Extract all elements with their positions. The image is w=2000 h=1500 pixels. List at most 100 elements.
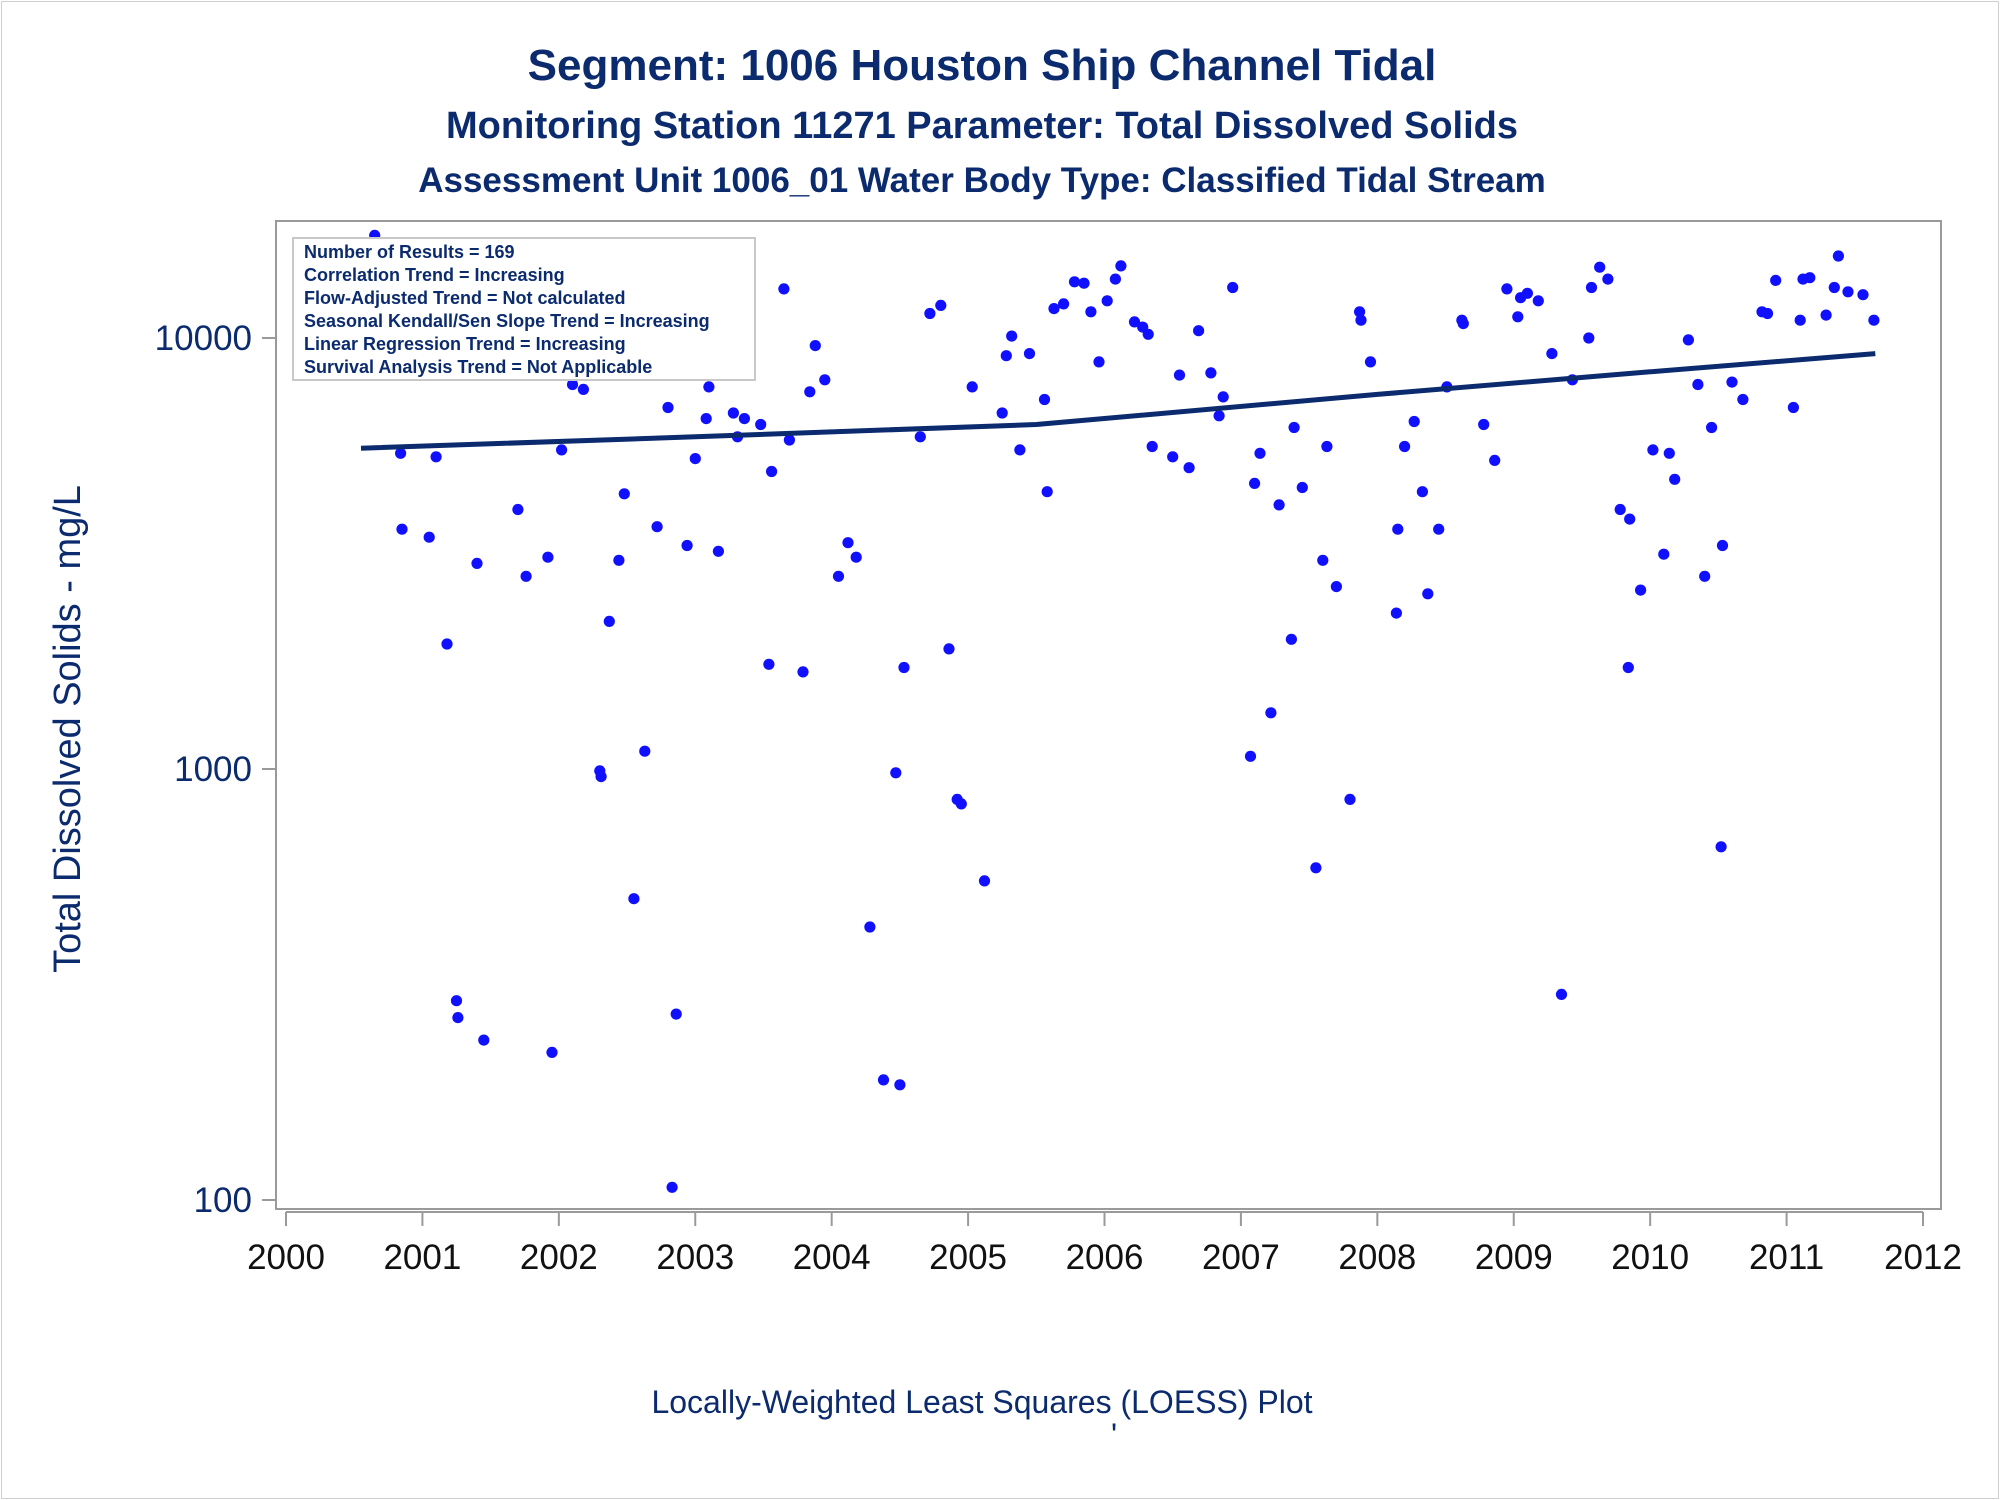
stats-box: Number of Results = 169 Correlation Trend… bbox=[292, 237, 756, 381]
data-point bbox=[1602, 273, 1614, 285]
stats-line: Linear Regression Trend = Increasing bbox=[304, 334, 626, 354]
data-point bbox=[1692, 378, 1704, 391]
data-point bbox=[1390, 607, 1402, 619]
data-point bbox=[1115, 260, 1127, 272]
data-point bbox=[1213, 410, 1225, 422]
data-point bbox=[1726, 376, 1738, 388]
data-point bbox=[1244, 750, 1257, 762]
stats-line: Survival Analysis Trend = Not Applicable bbox=[304, 357, 652, 377]
stats-line: Seasonal Kendall/Sen Slope Trend = Incre… bbox=[304, 311, 710, 331]
data-point bbox=[478, 1034, 490, 1046]
data-point bbox=[850, 551, 862, 563]
data-point bbox=[1128, 316, 1141, 328]
data-point bbox=[1682, 334, 1694, 346]
data-point bbox=[1457, 318, 1469, 330]
data-point bbox=[450, 995, 463, 1007]
data-point bbox=[546, 1046, 558, 1058]
data-point bbox=[1321, 440, 1333, 453]
data-point bbox=[1344, 793, 1356, 806]
x-tick-label: 2004 bbox=[793, 1238, 871, 1277]
data-point bbox=[1183, 462, 1195, 474]
data-point bbox=[1868, 314, 1880, 326]
data-point bbox=[512, 503, 524, 516]
data-point bbox=[1288, 421, 1300, 434]
x-tick-label: 2008 bbox=[1338, 1238, 1416, 1277]
data-point bbox=[1614, 503, 1626, 516]
data-point bbox=[1478, 418, 1490, 431]
data-point bbox=[1058, 298, 1070, 310]
data-point bbox=[727, 407, 740, 419]
data-point bbox=[1078, 277, 1090, 289]
data-point bbox=[1422, 588, 1434, 600]
footnote-mark: ' bbox=[1111, 1417, 1117, 1453]
x-tick-label: 2012 bbox=[1884, 1238, 1962, 1277]
data-point bbox=[618, 488, 630, 500]
data-point bbox=[1217, 391, 1229, 403]
data-point bbox=[1265, 707, 1277, 719]
data-point bbox=[894, 1079, 906, 1091]
data-point bbox=[778, 283, 790, 295]
data-point bbox=[613, 554, 625, 566]
x-axis: 2000 2001 2002 2003 2004 2005 2006 2007 2008 2009… bbox=[247, 1211, 1962, 1277]
chart-subtitle-2: Assessment Unit 1006_01 Water Body Type:… bbox=[418, 161, 1546, 200]
data-point bbox=[1737, 393, 1749, 406]
data-point bbox=[1416, 486, 1428, 498]
data-point bbox=[1408, 415, 1420, 428]
data-point bbox=[877, 1074, 890, 1086]
data-point bbox=[1041, 486, 1053, 498]
data-point bbox=[755, 418, 767, 431]
x-tick-label: 2000 bbox=[247, 1238, 325, 1277]
data-point bbox=[662, 401, 674, 414]
data-point bbox=[1433, 523, 1445, 535]
data-point bbox=[1583, 332, 1595, 344]
data-point bbox=[1093, 356, 1105, 368]
data-point bbox=[712, 545, 725, 557]
data-point bbox=[1663, 447, 1675, 459]
data-point bbox=[1249, 477, 1261, 489]
stats-box-border bbox=[292, 237, 756, 381]
data-point bbox=[1354, 306, 1366, 318]
data-point bbox=[628, 893, 640, 905]
data-point bbox=[1227, 281, 1239, 294]
data-point bbox=[651, 521, 663, 533]
data-point bbox=[1555, 988, 1568, 1001]
data-point bbox=[914, 431, 926, 443]
data-point bbox=[395, 447, 407, 459]
chart-title: Segment: 1006 Houston Ship Channel Tidal bbox=[528, 41, 1437, 90]
data-point bbox=[1770, 274, 1782, 286]
data-point bbox=[1658, 548, 1670, 560]
x-tick-label: 2007 bbox=[1202, 1238, 1280, 1277]
data-point bbox=[566, 378, 579, 391]
data-point bbox=[1622, 661, 1634, 674]
data-point bbox=[1512, 311, 1524, 323]
data-point bbox=[766, 465, 778, 478]
data-point bbox=[666, 1181, 678, 1193]
data-point bbox=[700, 413, 712, 425]
data-point bbox=[1142, 328, 1154, 340]
data-point bbox=[1521, 287, 1533, 299]
data-point bbox=[441, 638, 453, 650]
y-axis-title: Total Dissolved Solids - mg/L bbox=[47, 485, 89, 973]
data-point bbox=[1399, 440, 1411, 453]
data-point bbox=[797, 666, 809, 678]
data-point bbox=[1832, 250, 1844, 262]
data-point bbox=[1310, 862, 1322, 874]
data-point bbox=[890, 767, 902, 779]
data-point bbox=[670, 1008, 682, 1020]
x-tick-label: 2002 bbox=[520, 1238, 598, 1277]
data-point bbox=[1715, 841, 1727, 853]
data-point bbox=[1109, 273, 1121, 285]
stats-line: Flow-Adjusted Trend = Not calculated bbox=[304, 288, 626, 308]
trend-line-group bbox=[360, 351, 1876, 451]
data-point bbox=[1594, 261, 1606, 273]
data-point bbox=[996, 407, 1008, 419]
data-point bbox=[1193, 325, 1205, 337]
data-point bbox=[924, 307, 936, 320]
data-point bbox=[1317, 554, 1329, 566]
data-point bbox=[832, 570, 845, 582]
chart-footnote: Locally-Weighted Least Squares (LOESS) P… bbox=[651, 1384, 1312, 1420]
data-point bbox=[978, 875, 991, 887]
data-point bbox=[1787, 401, 1799, 414]
